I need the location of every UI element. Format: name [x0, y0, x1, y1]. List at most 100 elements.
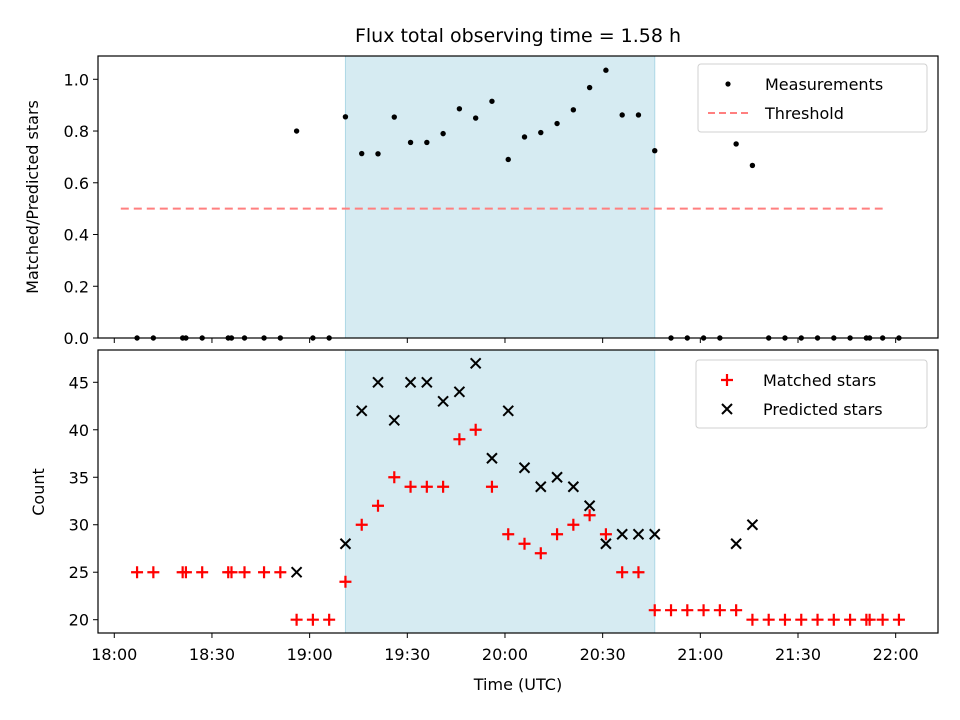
matched-star-marker — [778, 613, 791, 626]
predicted-star-marker — [567, 481, 580, 493]
matched-star-marker — [404, 480, 417, 493]
legend-predicted-label: Predicted stars — [763, 400, 883, 419]
measurement-point — [554, 120, 560, 127]
matched-star-marker — [290, 613, 303, 626]
predicted-star-marker — [600, 538, 612, 550]
matched-star-marker — [551, 528, 564, 541]
predicted-star-marker — [388, 414, 400, 426]
bottom-axes-frame — [97, 349, 939, 634]
y-tick-label: 45 — [69, 373, 89, 392]
y-tick-label: 0.2 — [64, 277, 89, 296]
predicted-star-marker — [404, 376, 417, 388]
matched-star-marker — [258, 566, 271, 579]
y-tick-label: 20 — [69, 611, 89, 630]
matched-stars-points — [131, 423, 905, 626]
measurement-point — [359, 150, 365, 157]
legend-measurements-label: Measurements — [765, 75, 883, 94]
x-tick-label: 21:00 — [677, 645, 723, 664]
predicted-star-marker — [339, 538, 352, 550]
shaded-region-rect — [344, 55, 656, 339]
matched-star-marker — [372, 499, 384, 512]
matched-star-marker — [131, 566, 144, 579]
legend-matched-label: Matched stars — [763, 371, 876, 390]
matched-star-marker — [665, 604, 678, 617]
y-tick-label: 0.8 — [64, 122, 89, 141]
matched-star-marker — [306, 613, 319, 626]
top-panel: 0.0 0.2 0.4 0.6 0.8 1.0 Matched/Predicted sta… — [23, 55, 939, 348]
matched-star-marker — [518, 537, 531, 550]
matched-star-marker — [844, 613, 857, 626]
matched-star-marker — [323, 613, 336, 626]
measurement-point — [652, 147, 658, 154]
predicted-star-marker — [730, 538, 742, 550]
top-legend: Measurements Threshold — [697, 63, 928, 133]
predicted-star-marker — [453, 386, 466, 398]
measurement-point — [733, 141, 739, 147]
matched-star-marker — [730, 604, 743, 617]
measurement-point — [456, 106, 463, 112]
matched-star-marker — [179, 566, 192, 579]
matched-star-marker — [827, 613, 840, 626]
matched-star-marker — [355, 518, 368, 531]
matched-star-marker — [147, 566, 160, 579]
matched-star-marker — [892, 613, 905, 626]
y-tick-label: 0.6 — [64, 174, 89, 193]
bottom-shaded-region — [344, 349, 656, 634]
legend-threshold-label: Threshold — [764, 104, 844, 123]
bottom-legend: Matched stars Predicted stars — [695, 359, 928, 429]
legend-predicted-marker — [721, 403, 733, 415]
predicted-star-marker — [486, 452, 498, 464]
bottom-y-ticks: 20 25 30 35 40 45 — [69, 373, 98, 630]
matched-star-marker — [534, 547, 547, 560]
predicted-stars-points — [290, 357, 759, 578]
measurement-point — [293, 128, 300, 134]
measurement-point — [489, 98, 495, 104]
matched-star-marker — [863, 613, 876, 626]
matched-star-marker — [811, 613, 824, 626]
matched-star-marker — [388, 471, 401, 484]
predicted-star-marker — [437, 395, 449, 407]
y-tick-label: 0.0 — [64, 329, 89, 348]
bottom-panel: 20 25 30 35 40 45 18:00 18:30 19:00 19:30 20:00 20… — [29, 349, 939, 694]
matched-star-marker — [196, 566, 209, 579]
matched-star-marker — [567, 518, 580, 531]
x-tick-label: 18:00 — [91, 645, 137, 664]
predicted-star-marker — [649, 528, 661, 540]
measurement-point — [440, 130, 446, 137]
predicted-star-marker — [616, 528, 628, 540]
bottom-x-axis-label: Time (UTC) — [473, 675, 562, 694]
y-tick-label: 1.0 — [64, 70, 89, 89]
measurement-point — [342, 114, 349, 120]
matched-star-marker — [225, 566, 238, 579]
x-tick-label: 22:00 — [873, 645, 919, 664]
measurement-point — [603, 67, 609, 73]
predicted-star-marker — [746, 519, 759, 531]
x-tick-label: 19:30 — [384, 645, 430, 664]
measurement-point — [407, 139, 414, 146]
x-tick-label: 21:30 — [775, 645, 821, 664]
y-tick-label: 0.4 — [64, 226, 89, 245]
matched-star-marker — [453, 433, 466, 446]
measurement-point — [521, 134, 528, 140]
matched-star-marker — [485, 480, 498, 493]
predicted-star-marker — [502, 405, 514, 417]
matched-star-marker — [648, 604, 661, 617]
measurement-point — [424, 139, 430, 146]
top-axes-frame — [97, 55, 939, 339]
top-shaded-region — [344, 55, 656, 339]
measurement-point — [586, 84, 593, 91]
bottom-legend-box — [695, 359, 928, 429]
matched-star-marker — [632, 566, 645, 579]
matched-star-marker — [681, 604, 694, 617]
bottom-y-axis-label: Count — [29, 468, 48, 516]
matched-star-marker — [238, 566, 251, 579]
x-tick-label: 20:30 — [580, 645, 626, 664]
bottom-x-ticks: 18:00 18:30 19:00 19:30 20:00 20:30 21:00 21:30… — [91, 633, 919, 664]
matched-star-marker — [599, 528, 612, 541]
predicted-star-marker — [290, 566, 303, 578]
matched-star-marker — [616, 566, 629, 579]
predicted-star-marker — [356, 405, 368, 417]
shaded-region-rect — [344, 349, 656, 634]
matched-star-marker — [502, 528, 515, 541]
measurement-point — [375, 151, 381, 157]
